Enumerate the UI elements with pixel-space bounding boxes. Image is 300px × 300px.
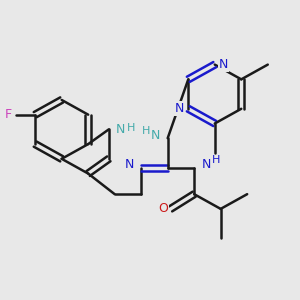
Text: N: N — [125, 158, 134, 171]
Text: H: H — [212, 155, 220, 165]
Text: N: N — [151, 129, 160, 142]
Text: N: N — [201, 158, 211, 171]
Text: O: O — [158, 202, 168, 215]
Text: N: N — [175, 102, 184, 115]
Text: N: N — [116, 123, 125, 136]
Text: H: H — [127, 123, 135, 133]
Text: H: H — [141, 126, 150, 136]
Text: F: F — [5, 108, 12, 121]
Text: N: N — [219, 58, 228, 71]
